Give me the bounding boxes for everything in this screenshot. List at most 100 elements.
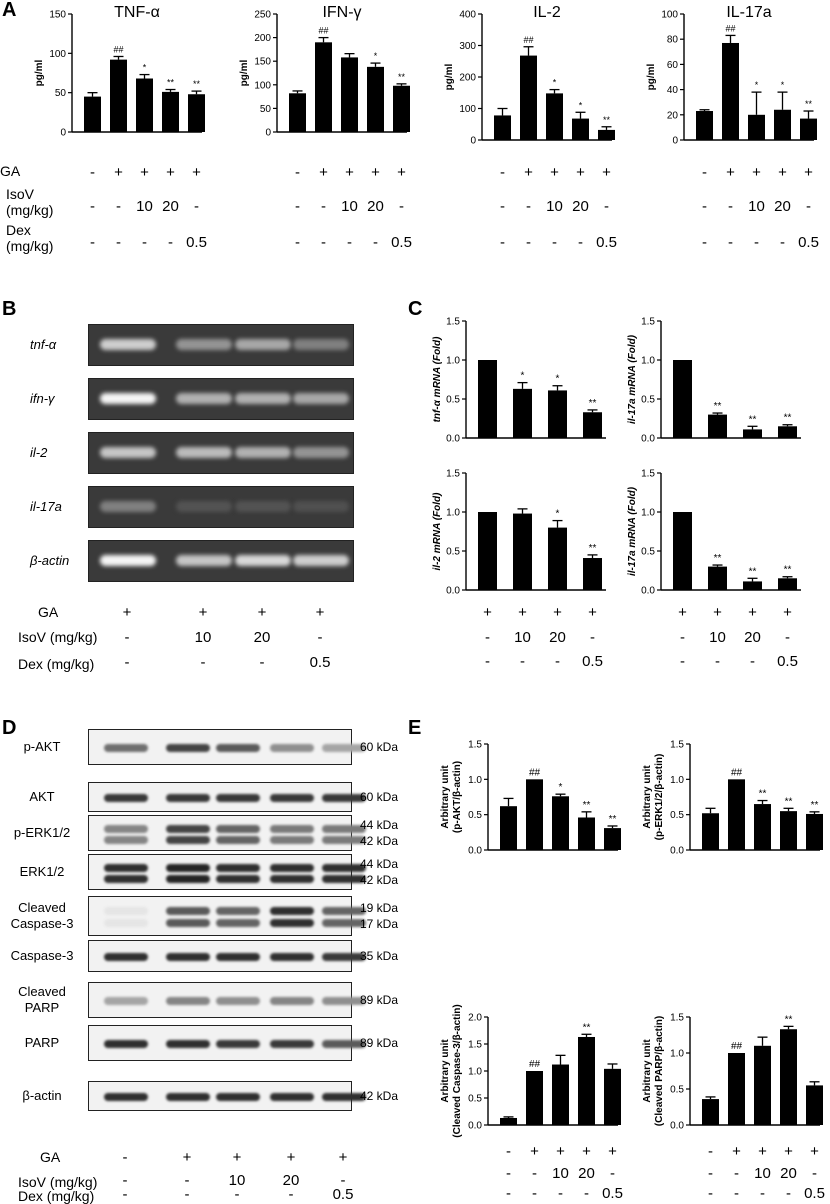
- y-tick-label: 100: [49, 49, 66, 60]
- bar: [552, 796, 569, 850]
- western-band: [216, 919, 260, 928]
- western-band: [270, 997, 314, 1005]
- y-tick-label: 1.5: [468, 1040, 482, 1051]
- bar: [743, 581, 762, 590]
- condition-isov: -: [317, 629, 323, 646]
- y-axis-label-2: (Cleaved PARP/β-actin): [654, 1016, 665, 1126]
- western-row-label: AKT: [29, 789, 55, 804]
- significance-mark: *: [755, 80, 759, 90]
- condition-ga: +: [783, 604, 792, 621]
- molecular-weight-label: 44 kDa 42 kDa: [360, 818, 399, 848]
- western-band: [166, 919, 210, 928]
- row-label-isov-unit: (mg/kg): [6, 202, 54, 218]
- y-tick-label: 80: [667, 35, 679, 46]
- y-tick-label: 200: [254, 33, 271, 44]
- western-band: [166, 997, 210, 1005]
- condition-dex: 0.5: [332, 1186, 354, 1203]
- bar: [136, 78, 153, 132]
- chart-p-akt: 0.0 0.5 1.0 1.5 Arbitrary unit (p-AKT/β-actin…: [440, 740, 621, 857]
- significance-mark: ##: [731, 767, 743, 778]
- gel-band: [100, 555, 156, 566]
- condition-ga: +: [319, 164, 328, 181]
- condition-isov: -: [532, 1165, 537, 1182]
- row-label-dex-unit: (mg/kg): [6, 238, 54, 254]
- condition-ga: +: [588, 604, 597, 621]
- western-row-label: Caspase-3: [10, 948, 74, 963]
- bar: [604, 1068, 621, 1125]
- condition-dex: -: [122, 1186, 128, 1203]
- y-tick-label: 1.5: [670, 740, 684, 751]
- molecular-weight-label: 89 kDa: [360, 1036, 399, 1050]
- condition-dex: 0.5: [186, 234, 207, 251]
- condition-ga: +: [778, 164, 787, 181]
- bar: [84, 96, 101, 132]
- western-band: [104, 907, 148, 916]
- gel-band: [176, 339, 232, 350]
- western-band: [270, 744, 314, 752]
- condition-isov: -: [295, 198, 300, 215]
- condition-ga: -: [708, 1143, 713, 1160]
- condition-ga: +: [726, 164, 735, 181]
- condition-dex: -: [373, 234, 378, 251]
- significance-mark: **: [805, 99, 813, 109]
- western-band: [166, 907, 210, 916]
- row-label-ga: GA: [0, 163, 21, 179]
- condition-isov: 10: [228, 1172, 246, 1189]
- bar: [728, 779, 745, 850]
- molecular-weight-label: 44 kDa 42 kDa: [360, 857, 399, 887]
- western-band: [270, 824, 314, 833]
- y-tick-label: 200: [459, 73, 476, 84]
- western-row-label: Cleaved PARP: [18, 984, 66, 1015]
- bar: [780, 1029, 797, 1125]
- condition-dex: -: [124, 654, 130, 671]
- condition-isov: -: [526, 198, 531, 215]
- western-band: [322, 835, 366, 844]
- western-row-label: ERK1/2: [19, 864, 65, 879]
- significance-mark: *: [556, 374, 560, 385]
- y-tick-label: 0.5: [670, 810, 684, 821]
- bar: [806, 813, 823, 850]
- western-strip: [88, 782, 366, 812]
- western-band: [104, 1040, 148, 1048]
- bar: [526, 779, 543, 850]
- bar: [188, 94, 205, 132]
- chart-cleaved-parp: 0.0 0.5 1.0 1.5 Arbitrary unit (Cleaved PARP/…: [642, 1013, 823, 1132]
- condition-isov: -: [340, 1172, 346, 1189]
- condition-dex: -: [347, 234, 352, 251]
- western-strip: [88, 729, 366, 765]
- condition-isov: 20: [549, 629, 566, 646]
- western-band: [166, 744, 210, 752]
- condition-isov: 10: [341, 198, 358, 215]
- y-axis-label: pg/ml: [646, 63, 657, 90]
- y-axis-label: Arbitrary unit: [642, 765, 653, 829]
- western-band: [104, 863, 148, 872]
- y-tick-label: 1.0: [446, 356, 460, 367]
- western-band: [166, 794, 210, 802]
- condition-ga: +: [810, 1143, 819, 1160]
- bar: [578, 817, 595, 850]
- bar: [526, 1071, 543, 1125]
- western-band: [322, 1040, 366, 1048]
- chart-title: IL-17a: [726, 4, 771, 21]
- y-tick-label: 60: [667, 60, 679, 71]
- condition-isov: 10: [754, 1165, 771, 1182]
- bar: [500, 806, 517, 850]
- condition-isov: 10: [194, 629, 212, 646]
- condition-dex: -: [321, 234, 326, 251]
- y-tick-label: 1.5: [446, 317, 460, 328]
- gel-lane-strip: [88, 324, 354, 366]
- western-band: [104, 794, 148, 802]
- western-band: [322, 794, 366, 802]
- significance-mark: **: [714, 553, 722, 564]
- condition-isov: -: [399, 198, 404, 215]
- bar: [774, 109, 791, 140]
- condition-isov: -: [604, 198, 609, 215]
- y-tick-label: 0.0: [468, 1121, 482, 1132]
- significance-mark: **: [589, 543, 597, 554]
- western-band: [270, 794, 314, 802]
- condition-dex: 0.5: [391, 234, 412, 251]
- condition-ga: +: [524, 164, 533, 181]
- bar: [110, 59, 127, 133]
- condition-ga: +: [338, 1149, 348, 1166]
- y-tick-label: 0: [470, 136, 476, 147]
